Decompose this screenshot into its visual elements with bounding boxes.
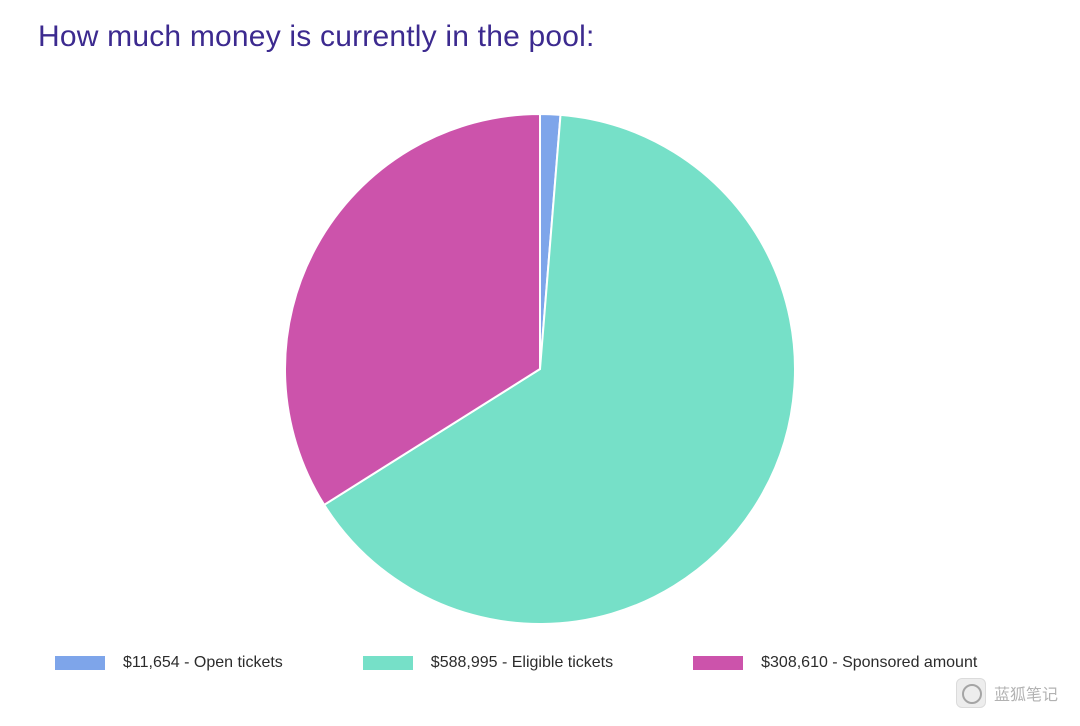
legend-label: $11,654 - Open tickets [123,654,283,672]
watermark-text: 蓝狐笔记 [994,681,1058,705]
page-title: How much money is currently in the pool: [0,0,1080,54]
legend-item-sponsored-amount: $308,610 - Sponsored amount [693,654,977,672]
legend-swatch [693,656,743,670]
legend-swatch [55,656,105,670]
legend: $11,654 - Open tickets $588,995 - Eligib… [0,654,1080,672]
legend-item-eligible-tickets: $588,995 - Eligible tickets [363,654,613,672]
legend-label: $588,995 - Eligible tickets [431,654,613,672]
pie-chart [280,109,800,629]
legend-swatch [363,656,413,670]
watermark-icon [956,678,986,708]
watermark: 蓝狐笔记 [956,678,1058,708]
legend-item-open-tickets: $11,654 - Open tickets [55,654,283,672]
pie-chart-container [0,109,1080,629]
legend-label: $308,610 - Sponsored amount [761,654,977,672]
